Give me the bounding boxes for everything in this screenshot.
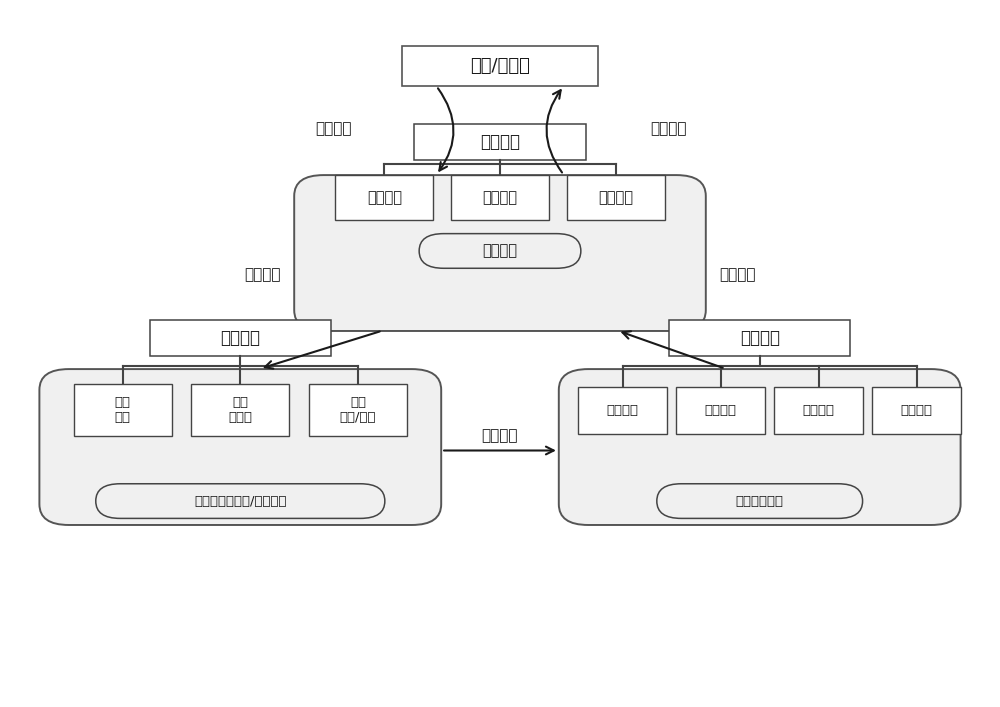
Text: 处理结果: 处理结果 [719, 267, 755, 282]
Text: 用户/客户端: 用户/客户端 [470, 57, 530, 75]
FancyBboxPatch shape [419, 233, 581, 268]
Text: 处理节点: 处理节点 [740, 329, 780, 347]
Text: 应用节点: 应用节点 [480, 133, 520, 151]
Text: 网络处理服务: 网络处理服务 [736, 495, 784, 508]
FancyBboxPatch shape [669, 320, 850, 356]
Text: 信息共享: 信息共享 [367, 190, 402, 205]
FancyBboxPatch shape [39, 369, 441, 525]
FancyBboxPatch shape [74, 385, 172, 436]
FancyBboxPatch shape [402, 46, 598, 86]
FancyBboxPatch shape [578, 387, 667, 434]
Text: 预报预警: 预报预警 [482, 190, 518, 205]
FancyBboxPatch shape [150, 320, 331, 356]
FancyBboxPatch shape [191, 385, 289, 436]
FancyBboxPatch shape [872, 387, 961, 434]
Text: 服务组合: 服务组合 [482, 243, 518, 259]
FancyBboxPatch shape [309, 385, 407, 436]
Text: 模拟预测: 模拟预测 [802, 404, 834, 417]
FancyBboxPatch shape [657, 484, 863, 518]
Text: 观测数据: 观测数据 [482, 428, 518, 443]
Text: 决策支持: 决策支持 [598, 190, 633, 205]
Text: 事件任务: 事件任务 [315, 121, 352, 136]
FancyBboxPatch shape [567, 175, 665, 220]
Text: 任务需求: 任务需求 [245, 267, 281, 282]
Text: 数据融合: 数据融合 [704, 404, 736, 417]
FancyBboxPatch shape [451, 175, 549, 220]
Text: 空基
飞行器: 空基 飞行器 [228, 397, 252, 424]
Text: 数据产品: 数据产品 [650, 121, 687, 136]
Text: 专题制图: 专题制图 [900, 404, 932, 417]
Text: 传感器观测服务/规划服务: 传感器观测服务/规划服务 [194, 495, 287, 508]
FancyBboxPatch shape [676, 387, 765, 434]
FancyBboxPatch shape [294, 175, 706, 331]
FancyBboxPatch shape [335, 175, 433, 220]
Text: 地基
车辆/站点: 地基 车辆/站点 [340, 397, 376, 424]
Text: 模型计算: 模型计算 [606, 404, 639, 417]
FancyBboxPatch shape [559, 369, 961, 525]
Text: 感知节点: 感知节点 [220, 329, 260, 347]
FancyBboxPatch shape [414, 124, 586, 160]
FancyBboxPatch shape [96, 484, 385, 518]
FancyBboxPatch shape [774, 387, 863, 434]
Text: 天基
卫星: 天基 卫星 [115, 397, 131, 424]
